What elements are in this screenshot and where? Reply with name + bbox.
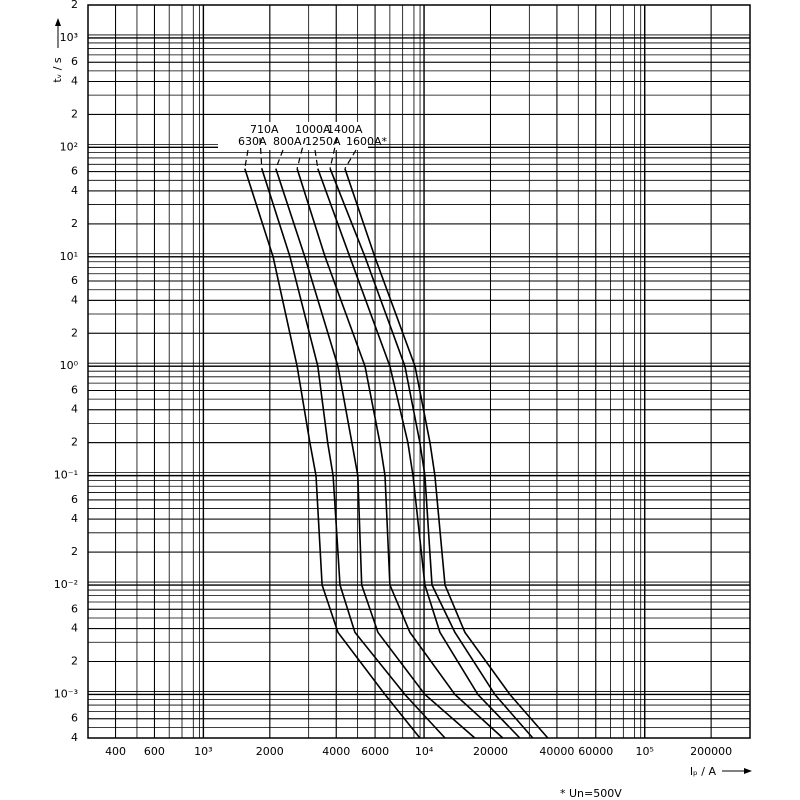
series-label: 1400A: [327, 123, 363, 136]
x-tick-label: 20000: [473, 745, 508, 758]
x-tick-label: 2000: [256, 745, 284, 758]
x-axis-arrowhead: [744, 768, 752, 774]
y-tick-label: 6: [71, 712, 78, 725]
x-tick-label: 6000: [361, 745, 389, 758]
y-tick-label: 4: [71, 622, 78, 635]
x-tick-label: 40000: [539, 745, 574, 758]
y-tick-label: 2: [71, 217, 78, 230]
curve: [244, 168, 421, 739]
y-tick-label: 10⁰: [60, 359, 79, 372]
series-label: 630A: [238, 135, 267, 148]
leader-line: [344, 149, 357, 169]
y-axis-arrowhead: [55, 18, 61, 26]
y-tick-label: 10⁻¹: [54, 469, 78, 482]
x-tick-label: 10³: [194, 745, 212, 758]
y-tick-label: 4: [71, 403, 78, 416]
leader-line: [296, 137, 306, 169]
series-label-box: [218, 122, 368, 150]
y-tick-label: 4: [71, 731, 78, 744]
y-tick-label: 2: [71, 326, 78, 339]
y-tick-label: 10⁻³: [54, 687, 78, 700]
x-tick-label: 600: [144, 745, 165, 758]
footnote: * Un=500V: [560, 787, 622, 800]
series-label: 800A: [273, 135, 302, 148]
series-label: 710A: [250, 123, 279, 136]
x-tick-label: 10⁴: [415, 745, 434, 758]
y-tick-label: 4: [71, 512, 78, 525]
curve: [275, 168, 476, 739]
x-tick-label: 400: [105, 745, 126, 758]
y-tick-label: 6: [71, 55, 78, 68]
y-tick-label: 4: [71, 293, 78, 306]
series-label: 1250A: [305, 135, 341, 148]
y-tick-label: 6: [71, 383, 78, 396]
leader-line: [275, 149, 284, 169]
x-axis-label: Iₚ / A: [690, 765, 717, 778]
y-tick-label: 6: [71, 602, 78, 615]
curve: [329, 168, 534, 739]
series-label: 1000A: [295, 123, 331, 136]
y-tick-label: 6: [71, 165, 78, 178]
y-tick-label: 10¹: [60, 250, 78, 263]
y-tick-label: 2: [71, 0, 78, 11]
curve: [296, 168, 504, 739]
y-tick-label: 4: [71, 74, 78, 87]
curve: [261, 168, 446, 739]
leader-line: [314, 149, 319, 169]
y-axis-label: tᵥ / s: [51, 57, 64, 83]
curve: [344, 168, 549, 739]
curve: [317, 168, 521, 739]
y-tick-label: 2: [71, 436, 78, 449]
y-tick-label: 4: [71, 184, 78, 197]
x-tick-label: 10⁵: [636, 745, 654, 758]
x-tick-label: 200000: [690, 745, 732, 758]
y-tick-label: 2: [71, 107, 78, 120]
y-tick-label: 10³: [60, 31, 78, 44]
y-tick-label: 6: [71, 493, 78, 506]
leader-line: [329, 137, 338, 169]
leader-line: [259, 137, 263, 169]
y-tick-label: 10²: [60, 140, 78, 153]
y-tick-label: 2: [71, 545, 78, 558]
x-tick-label: 4000: [322, 745, 350, 758]
leader-line: [244, 149, 249, 169]
y-tick-label: 2: [71, 655, 78, 668]
x-tick-label: 60000: [578, 745, 613, 758]
series-label: 1600A*: [346, 135, 388, 148]
y-tick-label: 6: [71, 274, 78, 287]
y-tick-label: 10⁻²: [54, 578, 78, 591]
